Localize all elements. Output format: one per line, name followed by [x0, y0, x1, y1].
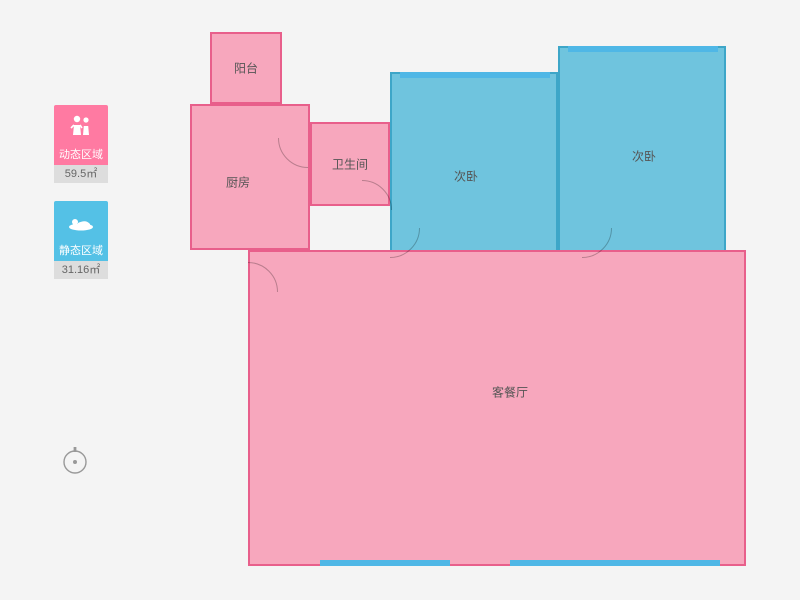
room-label-living: 客餐厅 [492, 384, 528, 401]
room-label-bed1: 次卧 [454, 168, 478, 185]
room-living [248, 250, 746, 566]
legend-static: 静态区域 31.16㎡ [54, 201, 108, 279]
window-0 [400, 72, 550, 78]
compass-icon [60, 445, 90, 475]
room-label-bed2: 次卧 [632, 148, 656, 165]
room-label-balcony: 阳台 [234, 60, 258, 77]
people-icon [54, 105, 108, 145]
legend-dynamic-label: 动态区域 [54, 145, 108, 165]
window-2 [320, 560, 450, 566]
legend: 动态区域 59.5㎡ 静态区域 31.16㎡ [54, 105, 108, 297]
sleep-icon [54, 201, 108, 241]
legend-static-label: 静态区域 [54, 241, 108, 261]
room-label-bathroom: 卫生间 [332, 156, 368, 173]
window-3 [510, 560, 720, 566]
room-label-kitchen: 厨房 [226, 174, 250, 191]
legend-dynamic: 动态区域 59.5㎡ [54, 105, 108, 183]
legend-static-value: 31.16㎡ [54, 261, 108, 279]
legend-dynamic-value: 59.5㎡ [54, 165, 108, 183]
floor-plan: 阳台厨房卫生间次卧次卧客餐厅 [190, 32, 746, 572]
window-1 [568, 46, 718, 52]
